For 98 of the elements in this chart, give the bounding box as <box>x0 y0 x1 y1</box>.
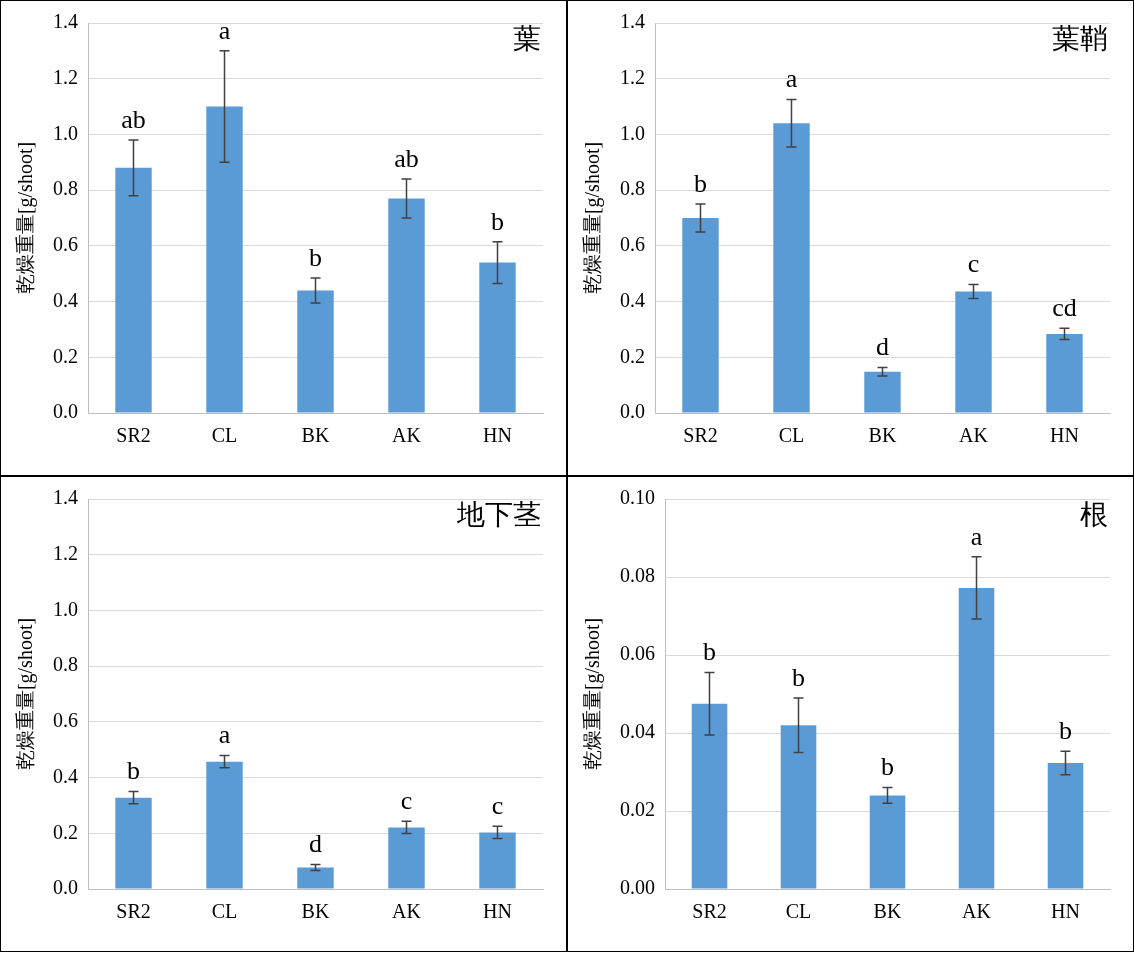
y-tick-label: 0.4 <box>53 764 78 787</box>
y-tick-label: 0.10 <box>620 486 655 509</box>
bar <box>115 797 152 889</box>
y-tick-label: 0.08 <box>620 564 655 587</box>
bar <box>958 587 995 889</box>
bar <box>864 371 901 413</box>
y-tick-label: 1.2 <box>620 65 645 88</box>
y-tick-label: 1.4 <box>53 10 78 33</box>
y-tick-label: 0.0 <box>620 400 645 423</box>
annotation: b <box>491 206 504 236</box>
bar <box>297 867 334 889</box>
x-tick-label: CL <box>785 900 812 923</box>
y-tick-label: 0.0 <box>53 876 78 899</box>
x-tick-label: SR2 <box>692 900 727 923</box>
bar <box>1046 333 1083 413</box>
annotation: c <box>491 791 504 821</box>
annotation: b <box>792 662 805 692</box>
annotation: a <box>970 521 983 551</box>
bar <box>691 703 728 889</box>
annotation: c <box>400 786 413 816</box>
x-tick-label: HN <box>1051 900 1080 923</box>
y-tick-label: 0.6 <box>620 233 645 256</box>
x-tick-label: HN <box>483 424 512 447</box>
x-tick-label: AK <box>392 900 422 923</box>
bar <box>780 725 817 889</box>
bar <box>955 291 992 413</box>
y-tick-label: 0.2 <box>53 344 78 367</box>
chart-title: 地下茎 <box>456 499 541 531</box>
y-tick-label: 0.04 <box>620 720 655 743</box>
bar <box>206 761 243 889</box>
x-tick-label: BK <box>301 424 330 447</box>
bar <box>682 218 719 413</box>
x-tick-label: AK <box>392 424 422 447</box>
annotation: a <box>218 15 231 45</box>
annotation: c <box>967 249 980 279</box>
x-tick-label: HN <box>483 900 512 923</box>
y-tick-label: 0.0 <box>53 400 78 423</box>
y-tick-label: 1.0 <box>53 597 78 620</box>
bar <box>1047 763 1084 889</box>
y-tick-label: 0.4 <box>620 288 645 311</box>
annotation: d <box>876 332 889 362</box>
x-tick-label: BK <box>301 900 330 923</box>
x-tick-label: CL <box>211 900 238 923</box>
y-tick-label: 1.4 <box>53 486 78 509</box>
x-tick-label: AK <box>959 424 989 447</box>
y-axis-title: 乾燥重量[g/shoot] <box>14 617 38 771</box>
bar <box>115 167 152 413</box>
bar <box>388 827 425 889</box>
y-tick-label: 1.4 <box>620 10 645 33</box>
bar <box>869 795 906 889</box>
y-tick-label: 0.8 <box>53 177 78 200</box>
y-tick-label: 1.0 <box>53 121 78 144</box>
x-tick-label: HN <box>1050 424 1079 447</box>
y-tick-label: 0.00 <box>620 876 655 899</box>
x-tick-label: SR2 <box>116 424 151 447</box>
x-tick-label: AK <box>962 900 992 923</box>
annotation: b <box>127 756 140 786</box>
y-tick-label: 0.4 <box>53 288 78 311</box>
x-tick-label: SR2 <box>683 424 718 447</box>
annotation: b <box>881 752 894 782</box>
annotation: a <box>218 720 231 750</box>
annotation: ab <box>121 104 146 134</box>
x-tick-label: BK <box>868 424 897 447</box>
x-tick-label: BK <box>873 900 902 923</box>
y-tick-label: 0.6 <box>53 233 78 256</box>
annotation: b <box>309 242 322 272</box>
bar <box>773 123 810 413</box>
annotation: cd <box>1052 293 1077 323</box>
y-tick-label: 0.8 <box>620 177 645 200</box>
bar <box>479 262 516 413</box>
y-tick-label: 0.2 <box>53 820 78 843</box>
annotation: b <box>1059 716 1072 746</box>
annotation: b <box>703 637 716 667</box>
y-tick-label: 0.8 <box>53 653 78 676</box>
y-tick-label: 0.06 <box>620 642 655 665</box>
y-tick-label: 1.0 <box>620 121 645 144</box>
annotation: a <box>785 64 798 94</box>
y-axis-title: 乾燥重量[g/shoot] <box>581 141 605 295</box>
y-tick-label: 1.2 <box>53 541 78 564</box>
x-tick-label: CL <box>211 424 238 447</box>
y-axis-title: 乾燥重量[g/shoot] <box>581 617 605 771</box>
bar <box>297 290 334 413</box>
chart-title: 根 <box>1080 499 1108 531</box>
annotation: d <box>309 829 322 859</box>
y-tick-label: 0.6 <box>53 709 78 732</box>
bar <box>479 832 516 889</box>
annotation: ab <box>394 143 419 173</box>
x-tick-label: CL <box>778 424 805 447</box>
bar <box>206 106 243 413</box>
bar <box>388 198 425 413</box>
y-tick-label: 0.02 <box>620 798 655 821</box>
y-tick-label: 1.2 <box>53 65 78 88</box>
annotation: b <box>694 168 707 198</box>
y-axis-title: 乾燥重量[g/shoot] <box>14 141 38 295</box>
y-tick-label: 0.2 <box>620 344 645 367</box>
x-tick-label: SR2 <box>116 900 151 923</box>
chart-title: 葉鞘 <box>1052 23 1108 55</box>
chart-title: 葉 <box>513 23 541 55</box>
